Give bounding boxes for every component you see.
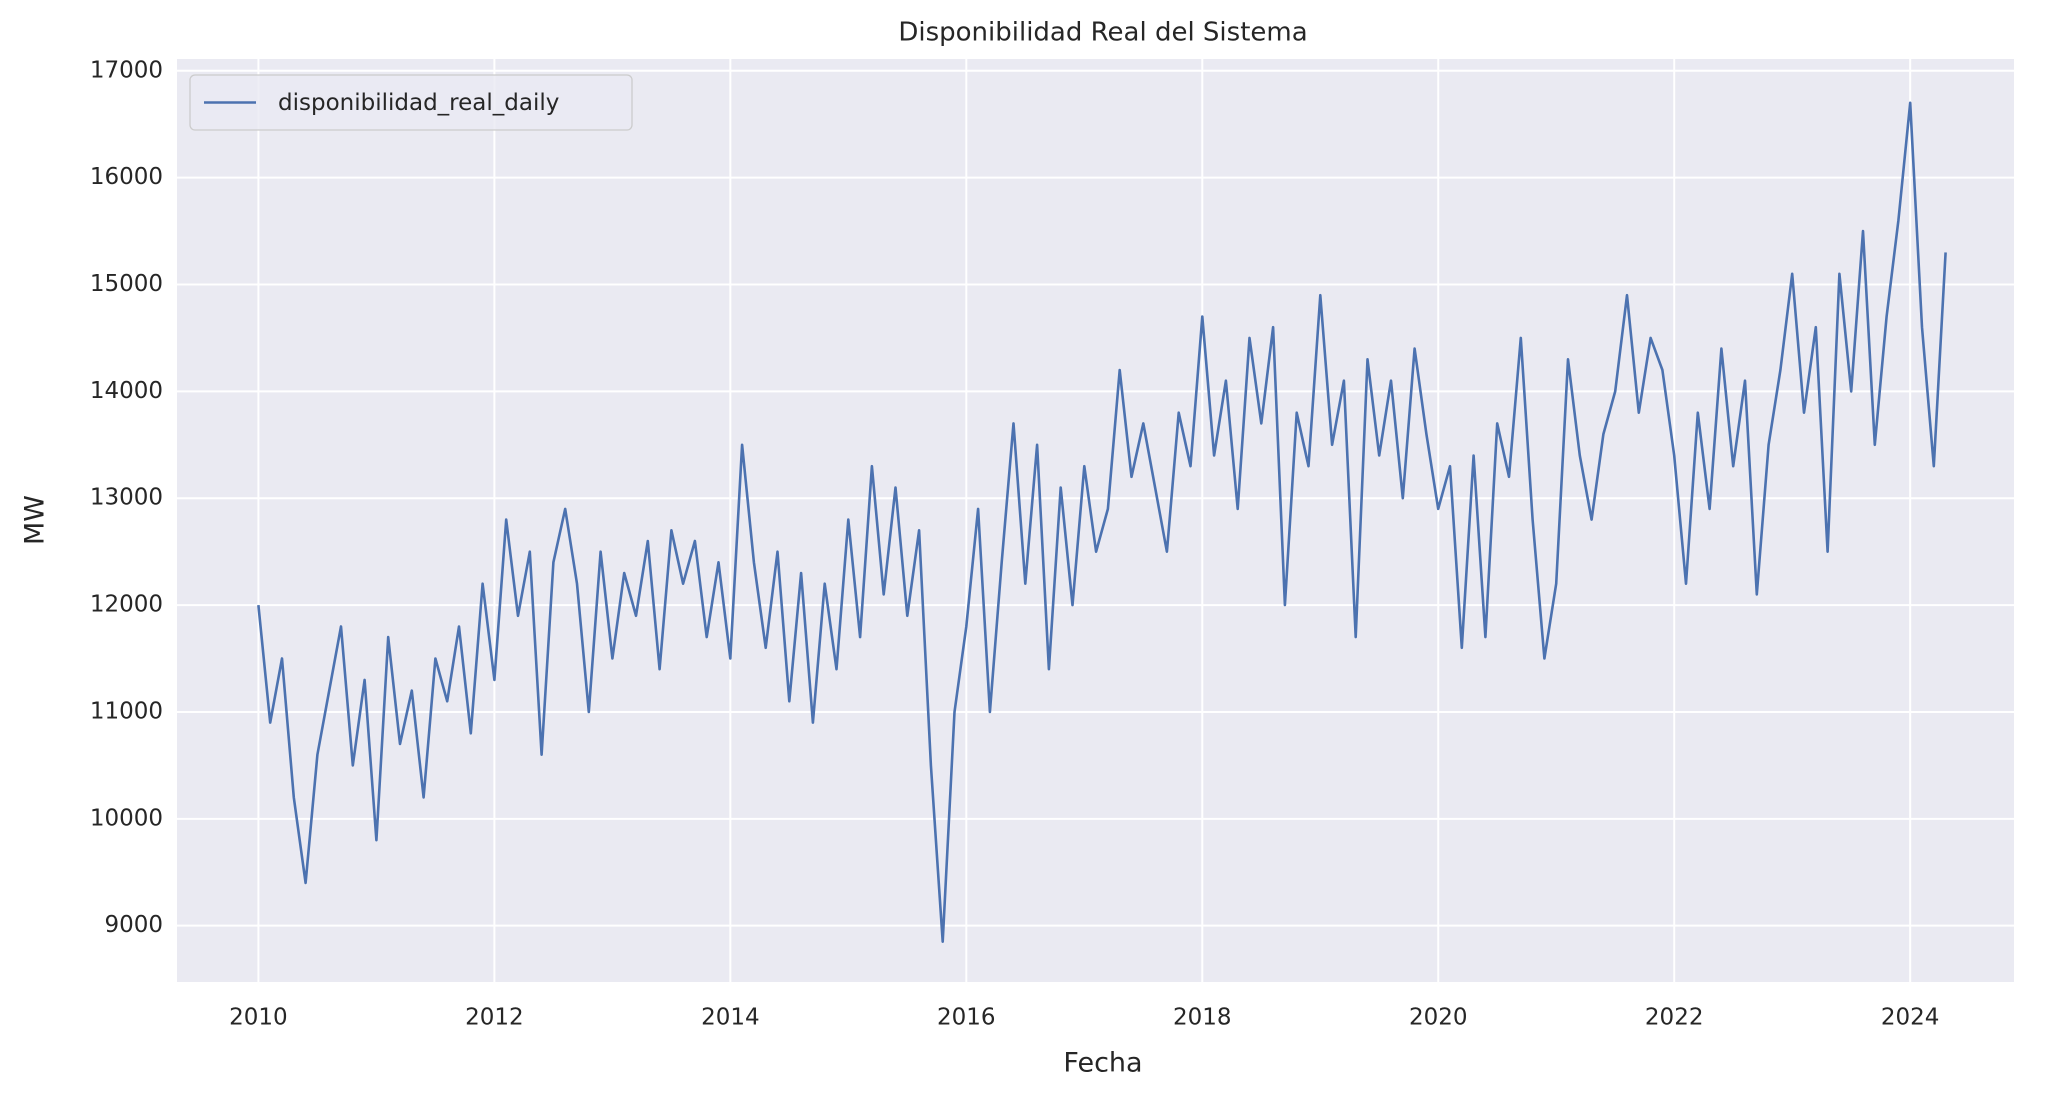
y-tick-label: 16000 [90,164,163,190]
grid [177,59,2014,982]
x-tick-label: 2018 [1173,1005,1232,1031]
y-axis-label: MW [20,495,51,545]
x-tick-label: 2016 [937,1005,996,1031]
x-tick-label: 2022 [1645,1005,1704,1031]
x-tick-label: 2014 [701,1005,760,1031]
chart-title: Disponibilidad Real del Sistema [898,18,1307,48]
y-tick-label: 12000 [90,592,163,618]
y-tick-label: 13000 [90,485,163,511]
marks [257,101,1947,943]
data-line [257,101,1947,943]
y-tick-label: 14000 [90,378,163,404]
y-tick-label: 11000 [90,698,163,724]
y-tick-label: 17000 [90,57,163,83]
x-tick-label: 2024 [1881,1005,1940,1031]
x-tick-label: 2010 [229,1005,288,1031]
y-tick-label: 9000 [104,912,163,938]
legend: disponibilidad_real_daily [189,74,633,131]
x-tick-label: 2020 [1409,1005,1468,1031]
legend-label: disponibilidad_real_daily [278,90,559,116]
y-tick-label: 15000 [90,271,163,297]
x-axis-label: Fecha [1063,1048,1142,1079]
plot-area [177,59,2014,982]
x-tick-label: 2012 [465,1005,524,1031]
y-tick-label: 10000 [90,805,163,831]
legend-box [189,74,633,131]
